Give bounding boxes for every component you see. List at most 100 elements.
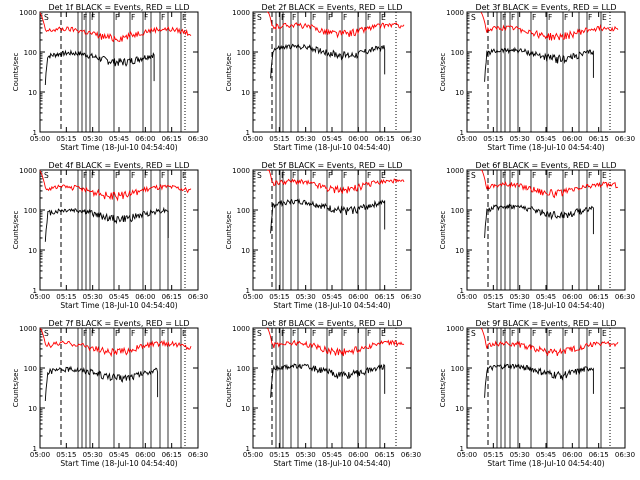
x-tick-label: 06:00 [348, 293, 368, 301]
annotation-label: F [281, 13, 285, 22]
x-tick-label: 06:00 [348, 451, 368, 459]
annotation-label: E [381, 329, 386, 338]
annotation-label: F [312, 13, 316, 22]
x-tick-label: 06:15 [375, 135, 395, 143]
annotation-label: S [471, 329, 476, 338]
x-axis-label: Start Time (18-Jul-10 04:54:40) [60, 143, 177, 152]
x-tick-label: 05:30 [83, 135, 103, 143]
y-axis-label: Counts/sec [12, 369, 20, 408]
series-line-events [270, 198, 386, 234]
x-tick-label: 05:00 [457, 293, 477, 301]
annotation-label: E [381, 13, 386, 22]
x-tick-label: 05:45 [322, 135, 342, 143]
annotation-label: S [471, 13, 476, 22]
annotation-label: F [548, 171, 552, 180]
annotation-label: F [502, 329, 506, 338]
annotation-label: F [161, 329, 165, 338]
x-tick-label: 05:45 [322, 451, 342, 459]
chart-title: Det 3f BLACK = Events, RED = LLD [475, 3, 616, 12]
annotation-label: F [367, 171, 371, 180]
x-axis-label: Start Time (18-Jul-10 04:54:40) [487, 301, 604, 310]
annotation-label: S [257, 329, 262, 338]
y-tick-label: 1000 [19, 325, 37, 333]
chart-title: Det 8f BLACK = Events, RED = LLD [261, 319, 402, 328]
annotation-label: S [257, 171, 262, 180]
y-tick-label: 10 [28, 89, 37, 97]
x-tick-label: 05:15 [56, 135, 76, 143]
annotation-label: F [131, 329, 135, 338]
x-tick-label: 05:15 [56, 451, 76, 459]
y-tick-label: 1000 [446, 9, 464, 17]
y-tick-label: 10 [241, 405, 250, 413]
x-tick-label: 06:15 [162, 135, 182, 143]
annotation-label: F [91, 171, 95, 180]
annotation-label: E [381, 171, 386, 180]
series-line-lld [480, 327, 619, 357]
x-tick-label: 06:30 [188, 451, 208, 459]
annotation-label: F [131, 171, 135, 180]
annotation-label: E [602, 13, 607, 22]
y-axis-label: Counts/sec [439, 211, 447, 250]
annotation-label: F [511, 13, 515, 22]
annotation-label: F [367, 329, 371, 338]
x-tick-label: 05:45 [536, 293, 556, 301]
series-line-events [270, 363, 386, 398]
chart-title: Det 7f BLACK = Events, RED = LLD [48, 319, 189, 328]
x-axis-label: Start Time (18-Jul-10 04:54:40) [273, 301, 390, 310]
y-tick-label: 10 [455, 247, 464, 255]
y-tick-label: 1 [246, 287, 250, 295]
y-tick-label: 100 [24, 49, 37, 57]
x-tick-label: 05:15 [483, 293, 503, 301]
series-line-lld [267, 11, 405, 39]
x-tick-label: 05:30 [83, 293, 103, 301]
y-axis-label: Counts/sec [225, 53, 233, 92]
x-tick-label: 05:45 [322, 293, 342, 301]
annotation-label: F [532, 13, 536, 22]
series-line-events [44, 49, 155, 86]
y-tick-label: 1000 [232, 167, 250, 175]
series-line-events [484, 46, 594, 82]
annotation-label: F [511, 329, 515, 338]
y-tick-label: 1 [460, 445, 464, 453]
annotation-label: F [83, 329, 87, 338]
annotation-label: F [511, 171, 515, 180]
y-tick-label: 100 [451, 49, 464, 57]
y-axis-label: Counts/sec [439, 53, 447, 92]
y-axis-label: Counts/sec [12, 53, 20, 92]
annotation-label: S [44, 171, 49, 180]
annotation-label: F [367, 13, 371, 22]
chart-title: Det 9f BLACK = Events, RED = LLD [475, 319, 616, 328]
y-tick-label: 100 [24, 365, 37, 373]
annotation-label: F [144, 13, 148, 22]
x-tick-label: 05:30 [296, 451, 316, 459]
y-tick-label: 1000 [446, 325, 464, 333]
series-line-lld [39, 170, 192, 202]
chart-panel-1: Det 1f BLACK = Events, RED = LLD 1 10 100 10… [12, 3, 208, 152]
x-tick-label: 06:00 [348, 135, 368, 143]
x-tick-label: 06:15 [589, 293, 609, 301]
x-tick-label: 06:15 [589, 451, 609, 459]
series-line-events [44, 365, 159, 402]
series-line-lld [480, 11, 619, 41]
x-tick-label: 06:30 [188, 135, 208, 143]
y-tick-label: 10 [241, 89, 250, 97]
x-tick-label: 06:30 [401, 293, 421, 301]
annotation-label: F [343, 171, 347, 180]
annotation-label: F [83, 13, 87, 22]
annotation-label: F [115, 13, 119, 22]
series-line-lld [39, 12, 192, 43]
x-tick-label: 06:00 [562, 451, 582, 459]
series-line-events [484, 203, 594, 239]
y-axis-label: Counts/sec [225, 211, 233, 250]
x-tick-label: 05:45 [109, 293, 129, 301]
y-axis-label: Counts/sec [439, 369, 447, 408]
y-tick-label: 1 [33, 445, 37, 453]
annotation-label: F [161, 13, 165, 22]
x-tick-label: 05:00 [457, 451, 477, 459]
annotation-label: F [564, 171, 568, 180]
chart-title: Det 1f BLACK = Events, RED = LLD [48, 3, 189, 12]
y-tick-label: 100 [237, 49, 250, 57]
x-tick-label: 05:00 [30, 293, 50, 301]
annotation-label: E [182, 329, 187, 338]
y-tick-label: 10 [455, 89, 464, 97]
